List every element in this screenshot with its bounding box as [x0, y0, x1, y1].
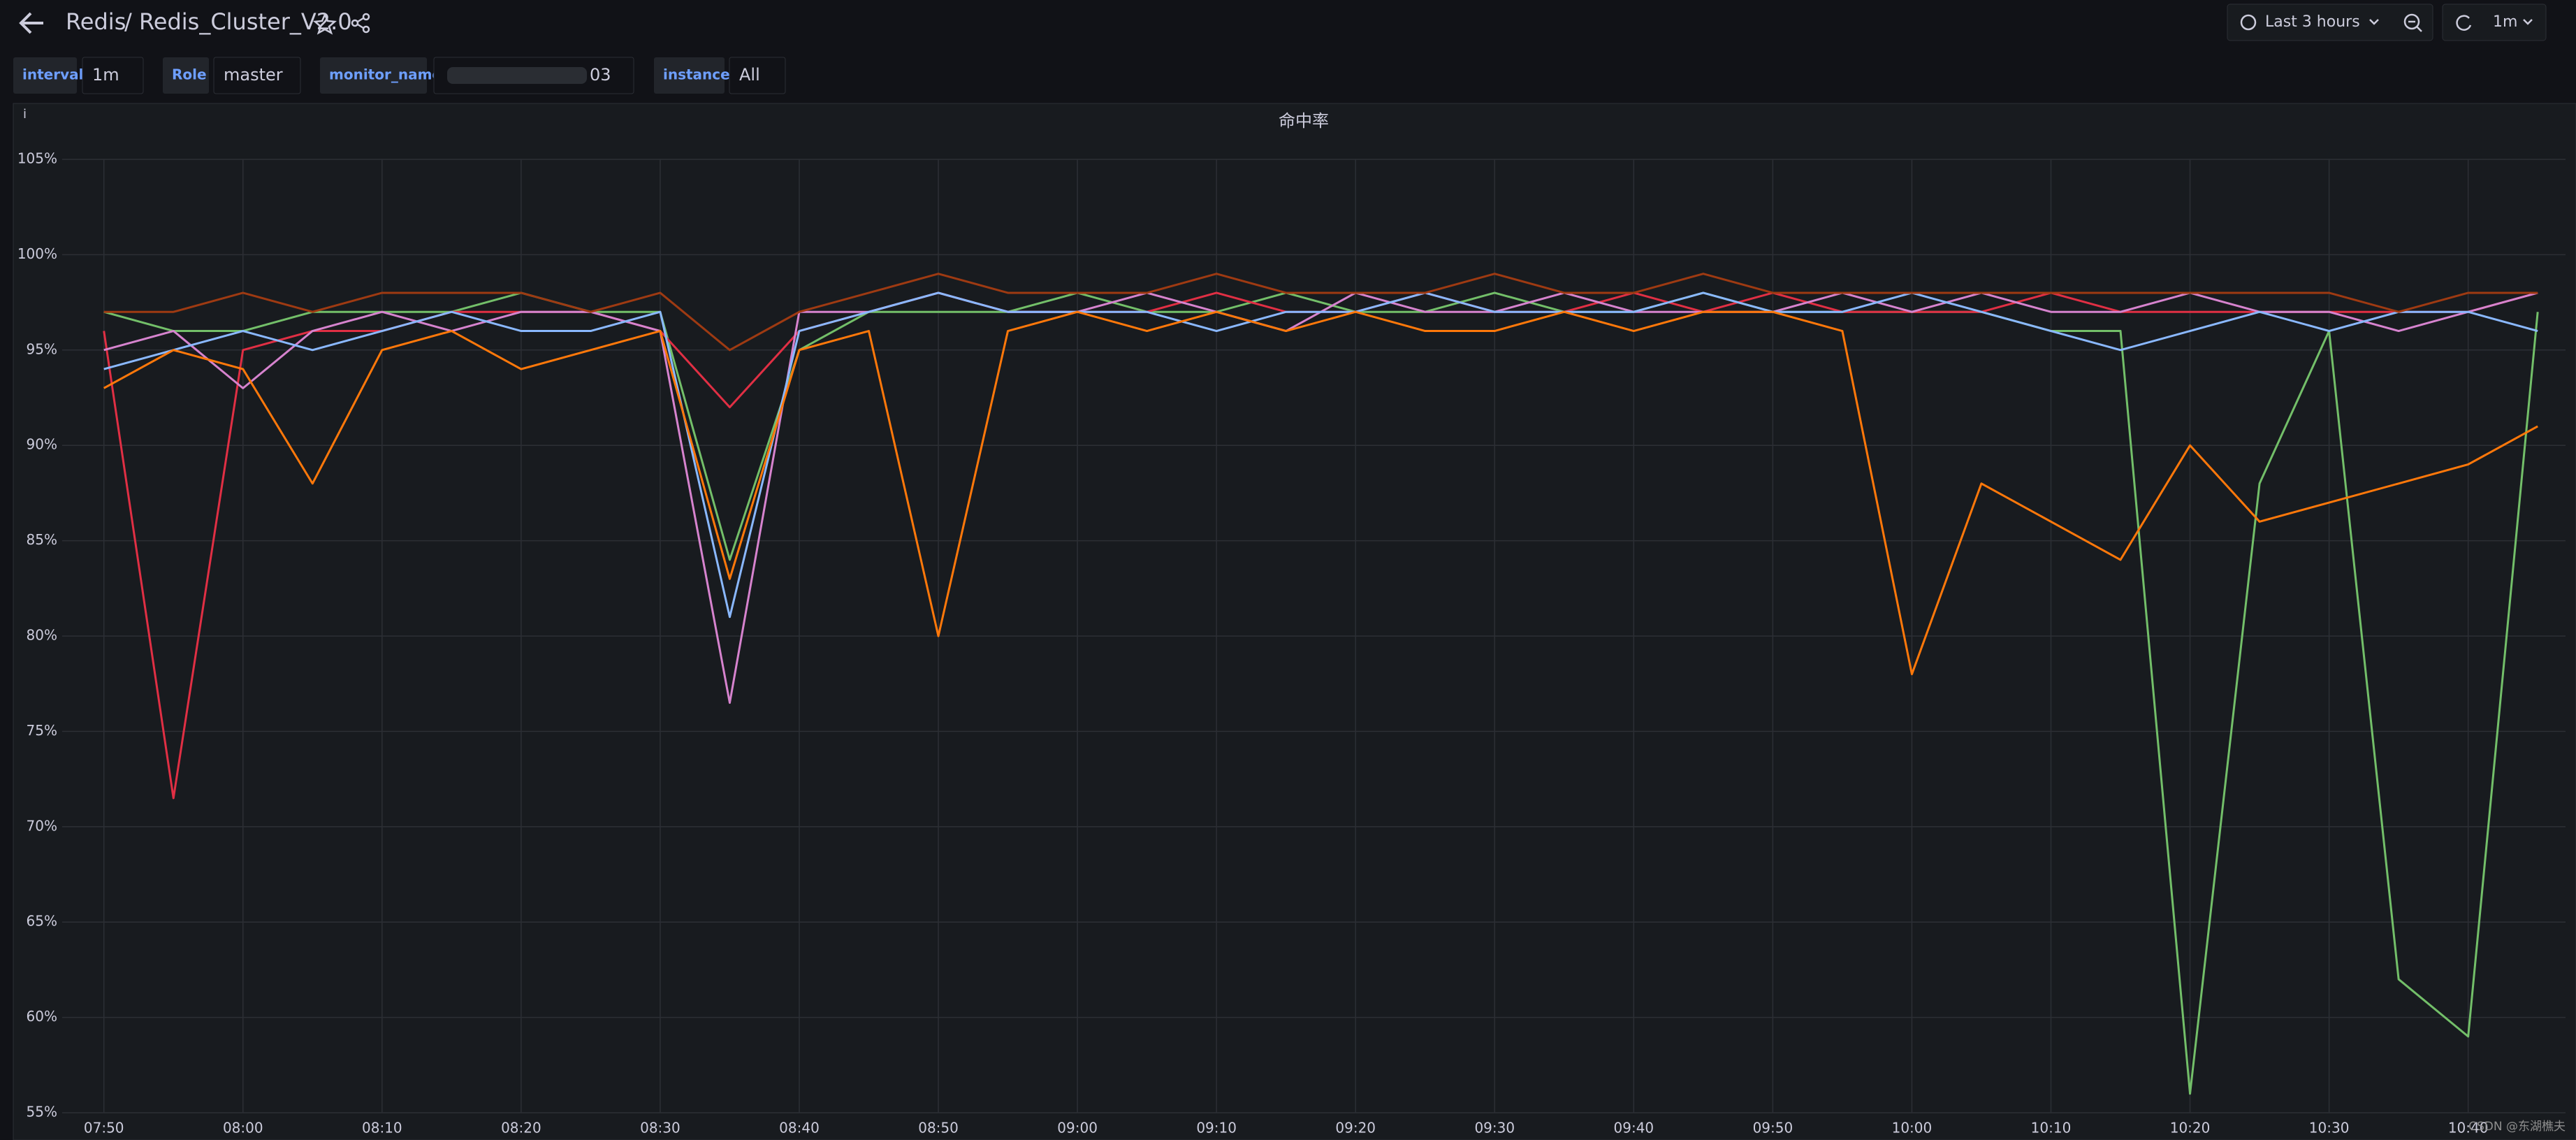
- chevron: [2523, 19, 2533, 25]
- x-tick-label: 08:00: [223, 1120, 263, 1137]
- x-tick-label: 08:50: [918, 1120, 959, 1137]
- watermark: CSDN @东湖樵夫: [2468, 1120, 2566, 1134]
- refresh-interval[interactable]: 1m: [2493, 13, 2517, 31]
- panel: [13, 103, 2576, 1140]
- x-tick-label: 10:10: [2031, 1120, 2072, 1137]
- variable-label-box: [13, 57, 77, 94]
- x-tick-label: 09:00: [1057, 1120, 1098, 1137]
- x-tick-label: 08:30: [640, 1120, 681, 1137]
- redacted-text: [447, 67, 587, 84]
- y-tick-label: 80%: [27, 627, 57, 644]
- y-tick-label: 55%: [27, 1104, 57, 1120]
- time-range[interactable]: Last 3 hours: [2265, 13, 2360, 31]
- time-picker[interactable]: [2227, 3, 2433, 41]
- y-tick-label: 70%: [27, 817, 57, 834]
- y-tick-label: 60%: [27, 1008, 57, 1025]
- series-line: [103, 291, 2538, 619]
- zoom-out-button[interactable]: [2403, 13, 2422, 32]
- panel-info-icon[interactable]: i: [23, 107, 27, 122]
- y-tick-label: 90%: [27, 436, 57, 453]
- variable-label-box: [163, 57, 209, 94]
- series-line: [103, 273, 2538, 352]
- refresh-icon: [2456, 15, 2472, 31]
- x-tick-label: 08:10: [362, 1120, 402, 1137]
- x-tick-label: 09:30: [1474, 1120, 1515, 1137]
- x-tick-label: 09:10: [1196, 1120, 1237, 1137]
- share-icon[interactable]: [351, 13, 370, 34]
- y-tick-label: 65%: [27, 913, 57, 930]
- variable-label: interval: [22, 66, 83, 83]
- variable-value[interactable]: 03: [590, 65, 611, 85]
- x-tick-label: 09:50: [1753, 1120, 1793, 1137]
- plot: 55% 60% 65% 70% 75% 80% 85% 90% 95% 100% 105% 07:50…: [17, 150, 2566, 1137]
- back-button[interactable]: [19, 12, 43, 34]
- variable-label: monitor_name: [329, 66, 442, 83]
- chevron: [2369, 19, 2379, 25]
- x-tick-label: 09:40: [1614, 1120, 1654, 1137]
- x-tick-label: 09:20: [1335, 1120, 1376, 1137]
- folder-title[interactable]: Redis: [66, 8, 126, 35]
- x-tick-label: 08:20: [501, 1120, 541, 1137]
- panel-title: 命中率: [1279, 111, 1329, 131]
- series-line: [103, 291, 2539, 1095]
- variable-select[interactable]: [213, 57, 301, 94]
- variable-select[interactable]: [729, 57, 786, 94]
- x-tick-label: 10:20: [2170, 1120, 2211, 1137]
- variable-value[interactable]: 1m: [92, 65, 119, 85]
- x-tick-label: 08:40: [779, 1120, 820, 1137]
- variable-select[interactable]: [82, 57, 144, 94]
- y-tick-label: 95%: [27, 340, 57, 357]
- y-tick-label: 85%: [27, 531, 57, 548]
- clock-icon: [2240, 14, 2257, 31]
- x-tick-label: 10:40: [2448, 1120, 2489, 1137]
- x-tick-label: 10:00: [1892, 1120, 1933, 1137]
- variable-label-box: [654, 57, 725, 94]
- variable-label: Role: [172, 66, 207, 83]
- x-tick-label: 07:50: [84, 1120, 124, 1137]
- variable-label: instance: [663, 66, 730, 83]
- y-tick-label: 105%: [17, 150, 57, 167]
- refresh-picker[interactable]: [2442, 3, 2547, 41]
- y-tick-label: 100%: [17, 245, 57, 262]
- y-tick-label: 75%: [27, 722, 57, 739]
- star-icon[interactable]: [313, 12, 337, 35]
- series-line: [103, 310, 2538, 676]
- variable-label-box: [320, 57, 427, 94]
- variable-value[interactable]: All: [739, 65, 760, 85]
- x-tick-label: 10:30: [2309, 1120, 2350, 1137]
- variable-value[interactable]: master: [224, 65, 283, 85]
